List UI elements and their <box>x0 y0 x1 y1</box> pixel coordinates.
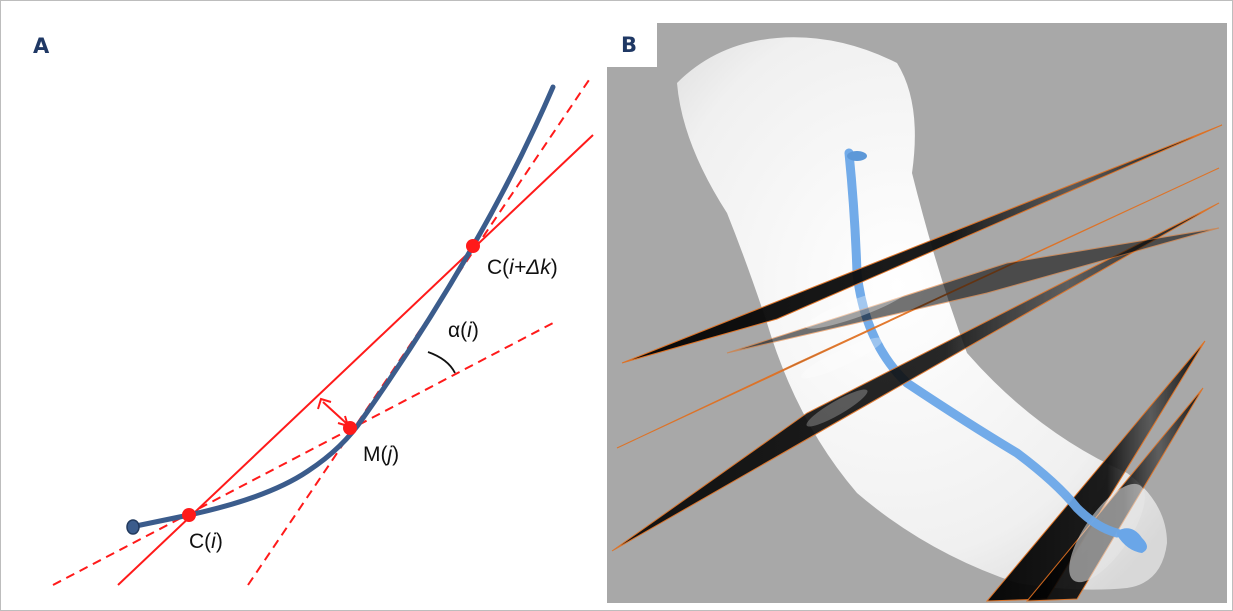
centerline-curve <box>128 84 556 530</box>
cross-section-plane-3 <box>611 202 1220 552</box>
canal-orifice <box>847 151 867 161</box>
angle-arc <box>427 351 456 374</box>
cross-section-plane-4 <box>726 227 1220 354</box>
distance-arrow-line <box>322 401 347 424</box>
point-mj <box>343 421 357 435</box>
panel-a-diagram: A C(i) M(j) C(i+Δk) α(i <box>3 3 603 608</box>
panel-b-label-box <box>607 23 657 67</box>
tooth-volume <box>677 37 1167 590</box>
tangent-dashed-line-ci <box>52 322 554 586</box>
panel-b-label: B <box>621 33 637 57</box>
label-alpha: α(i) <box>448 319 479 342</box>
panel-b-svg: B <box>607 23 1227 603</box>
distance-arrowhead-top <box>317 397 332 410</box>
panel-a-label: A <box>33 34 50 58</box>
label-cik: C(i+Δk) <box>487 256 558 279</box>
label-ci: C(i) <box>189 530 223 553</box>
point-ci <box>182 508 196 522</box>
panel-b-rendering: B <box>607 23 1227 603</box>
point-cik <box>466 239 480 253</box>
slice-highlight-2 <box>801 337 883 379</box>
cross-section-plane-1 <box>621 124 1223 364</box>
canal-apex <box>1117 528 1147 553</box>
label-mj: M(j) <box>363 443 399 466</box>
cross-section-plane-5 <box>985 340 1206 602</box>
slice-highlight-1 <box>805 287 909 329</box>
root-canal <box>844 148 1122 538</box>
curve-start-point <box>126 519 140 535</box>
chord-line <box>117 134 594 586</box>
slice-highlight-3 <box>806 389 868 427</box>
panel-a-svg: A C(i) M(j) C(i+Δk) α(i <box>33 34 594 586</box>
